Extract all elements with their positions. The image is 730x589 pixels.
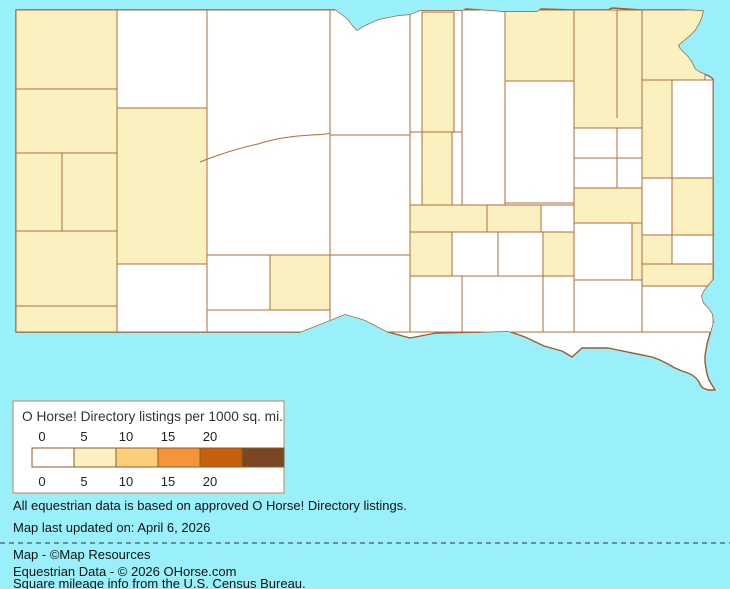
svg-text:0: 0 <box>38 429 45 444</box>
svg-text:Square mileage info from the U: Square mileage info from the U.S. Census… <box>13 576 306 589</box>
svg-text:15: 15 <box>161 429 175 444</box>
svg-text:10: 10 <box>119 429 133 444</box>
svg-text:0: 0 <box>38 474 45 489</box>
svg-text:15: 15 <box>161 474 175 489</box>
svg-text:All equestrian data is based o: All equestrian data is based on approved… <box>13 498 407 513</box>
svg-text:10: 10 <box>119 474 133 489</box>
svg-text:20: 20 <box>203 474 217 489</box>
svg-text:Map last updated on: April 6,: Map last updated on: April 6, 2026 <box>13 520 210 535</box>
svg-text:5: 5 <box>80 429 87 444</box>
svg-text:O Horse! Directory listings pe: O Horse! Directory listings per 1000 sq.… <box>22 409 283 424</box>
svg-text:20: 20 <box>203 429 217 444</box>
svg-text:5: 5 <box>80 474 87 489</box>
svg-text:Map - ©Map Resources: Map - ©Map Resources <box>13 547 151 562</box>
